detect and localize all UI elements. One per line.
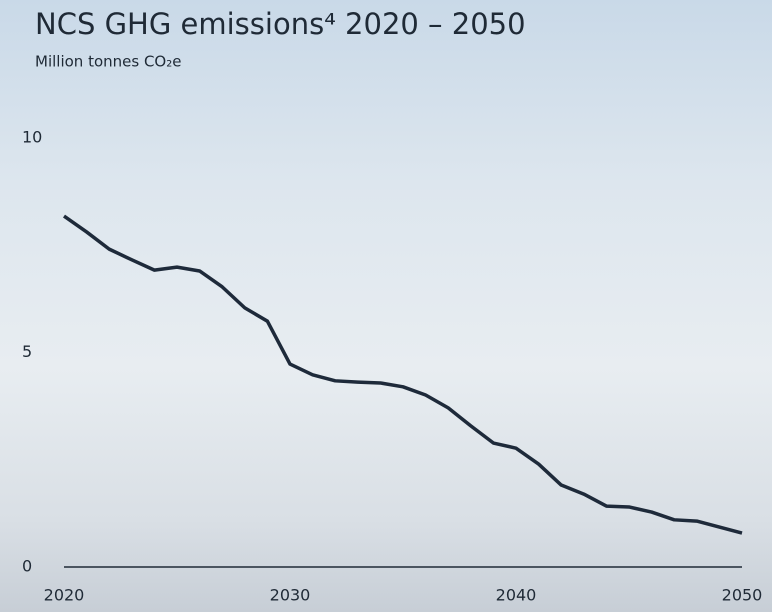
data-line: [64, 216, 742, 533]
y-tick-label: 10: [22, 128, 42, 147]
y-tick-label: 0: [22, 557, 32, 576]
chart-subtitle: Million tonnes CO₂e: [35, 53, 181, 71]
x-tick-label: 2040: [496, 586, 537, 605]
page: NCS GHG emissions⁴ 2020 – 2050 Million t…: [0, 0, 772, 612]
x-tick-label: 2050: [722, 586, 763, 605]
y-tick-label: 5: [22, 342, 32, 361]
x-tick-label: 2030: [270, 586, 311, 605]
chart: NCS GHG emissions⁴ 2020 – 2050 Million t…: [0, 0, 772, 612]
x-tick-label: 2020: [44, 586, 85, 605]
chart-title: NCS GHG emissions⁴ 2020 – 2050: [35, 7, 526, 41]
